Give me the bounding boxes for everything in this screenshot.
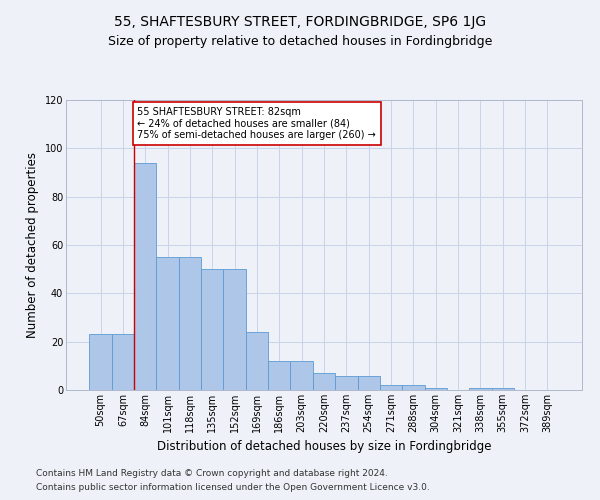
Bar xyxy=(179,257,201,390)
Bar xyxy=(89,334,112,390)
Text: 55 SHAFTESBURY STREET: 82sqm
← 24% of detached houses are smaller (84)
75% of se: 55 SHAFTESBURY STREET: 82sqm ← 24% of de… xyxy=(137,108,376,140)
Bar xyxy=(402,385,425,390)
Bar xyxy=(201,269,223,390)
Bar xyxy=(268,361,290,390)
X-axis label: Distribution of detached houses by size in Fordingbridge: Distribution of detached houses by size … xyxy=(157,440,491,454)
Bar xyxy=(134,163,157,390)
Bar xyxy=(380,385,402,390)
Bar xyxy=(223,269,246,390)
Y-axis label: Number of detached properties: Number of detached properties xyxy=(26,152,39,338)
Bar xyxy=(491,388,514,390)
Bar xyxy=(469,388,491,390)
Bar xyxy=(290,361,313,390)
Bar xyxy=(246,332,268,390)
Bar xyxy=(112,334,134,390)
Bar xyxy=(425,388,447,390)
Bar xyxy=(157,257,179,390)
Text: Contains HM Land Registry data © Crown copyright and database right 2024.: Contains HM Land Registry data © Crown c… xyxy=(36,468,388,477)
Bar xyxy=(313,373,335,390)
Text: Size of property relative to detached houses in Fordingbridge: Size of property relative to detached ho… xyxy=(108,35,492,48)
Text: 55, SHAFTESBURY STREET, FORDINGBRIDGE, SP6 1JG: 55, SHAFTESBURY STREET, FORDINGBRIDGE, S… xyxy=(114,15,486,29)
Text: Contains public sector information licensed under the Open Government Licence v3: Contains public sector information licen… xyxy=(36,484,430,492)
Bar xyxy=(358,376,380,390)
Bar xyxy=(335,376,358,390)
